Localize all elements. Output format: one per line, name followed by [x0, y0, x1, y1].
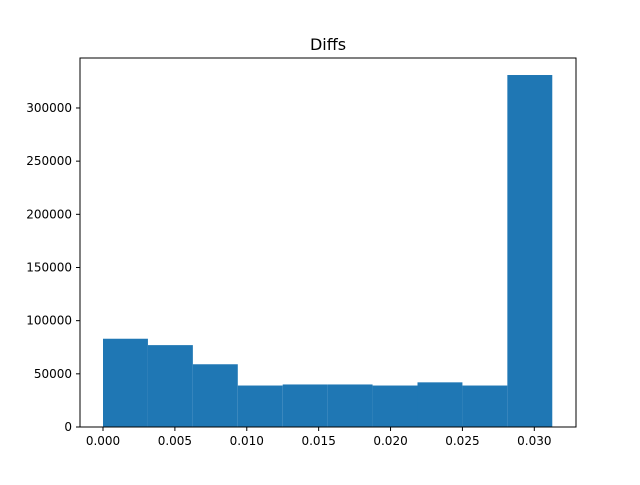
y-tick-label: 200000 [26, 207, 72, 221]
y-tick-label: 250000 [26, 154, 72, 168]
x-tick-label: 0.015 [301, 434, 335, 448]
x-tick-label: 0.025 [445, 434, 479, 448]
histogram-bar-2 [192, 364, 238, 427]
x-tick-label: 0.005 [158, 434, 192, 448]
y-tick-label: 300000 [26, 101, 72, 115]
histogram-bar-7 [417, 382, 463, 427]
histogram-bar-6 [372, 385, 418, 427]
y-tick-label: 0 [64, 420, 72, 434]
y-tick-label: 100000 [26, 314, 72, 328]
y-axis-ticks: 0 50000 100000 150000 200000 250000 300000 [26, 101, 80, 434]
histogram-bar-5 [327, 384, 373, 427]
histogram-bar-3 [237, 385, 283, 427]
y-tick-label: 150000 [26, 260, 72, 274]
histogram-bar-1 [147, 345, 193, 427]
x-tick-label: 0.020 [373, 434, 407, 448]
histogram-bar-4 [282, 384, 328, 427]
histogram-bar-9 [507, 75, 553, 428]
x-tick-label: 0.010 [230, 434, 264, 448]
x-tick-label: 0.030 [517, 434, 551, 448]
chart-title: Diffs [310, 35, 346, 54]
histogram-bar-8 [462, 385, 508, 427]
histogram-bar-0 [103, 338, 148, 427]
axes-frame [79, 57, 577, 428]
x-axis-ticks: 0.000 0.005 0.010 0.015 0.020 0.025 0.030 [86, 427, 551, 448]
x-tick-label: 0.000 [86, 434, 120, 448]
y-tick-label: 50000 [34, 367, 72, 381]
bars-group [103, 75, 553, 428]
